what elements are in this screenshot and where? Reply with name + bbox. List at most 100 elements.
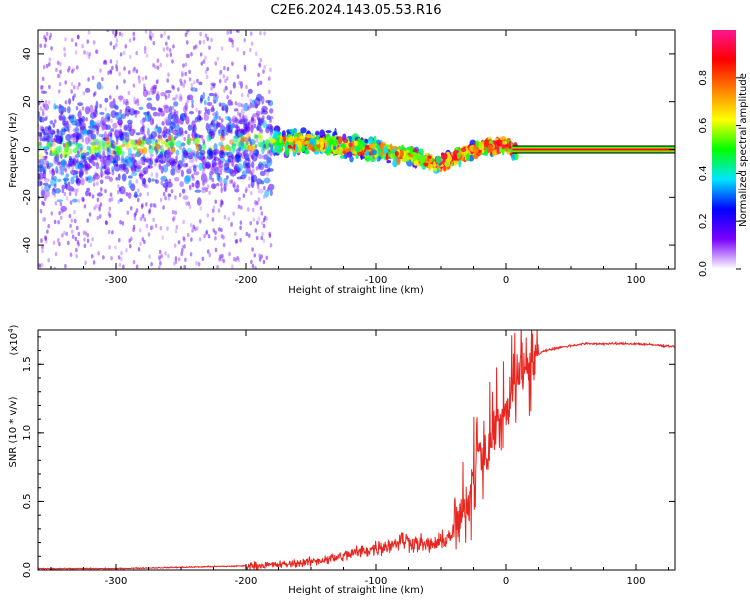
- heat-cell: [117, 190, 120, 195]
- heat-cell: [119, 109, 123, 114]
- heat-cell: [229, 139, 234, 145]
- heat-cell: [68, 114, 72, 119]
- heat-cell: [483, 139, 490, 147]
- heat-cell: [211, 177, 215, 183]
- heat-cell: [40, 262, 44, 267]
- heat-cell: [330, 144, 334, 151]
- heat-cell: [234, 101, 238, 106]
- heat-cell: [180, 169, 184, 177]
- heat-cell: [216, 56, 220, 62]
- heat-cell: [155, 124, 158, 129]
- heat-cell: [159, 197, 163, 203]
- heat-cell: [143, 217, 147, 222]
- heat-cell: [160, 254, 163, 259]
- heat-cell: [270, 138, 276, 144]
- heat-cell: [267, 187, 270, 192]
- heat-cell: [105, 125, 108, 131]
- heat-cell: [208, 92, 215, 97]
- heat-cell: [254, 103, 257, 108]
- heat-cell: [151, 33, 155, 38]
- heat-cell: [197, 110, 201, 115]
- heat-cell: [81, 152, 87, 160]
- heat-cell: [226, 175, 229, 180]
- heat-cell: [120, 160, 123, 165]
- heat-cell: [247, 88, 253, 94]
- heat-cell: [249, 170, 252, 175]
- heat-cell: [492, 149, 497, 157]
- heat-cell: [218, 227, 221, 232]
- heat-cell: [432, 167, 438, 172]
- heat-cell: [64, 168, 68, 173]
- heat-cell: [189, 186, 192, 191]
- heat-cell: [65, 196, 69, 201]
- heat-cell: [80, 178, 85, 186]
- heat-cell: [220, 186, 223, 194]
- heat-cell: [41, 200, 44, 206]
- heat-cell: [260, 211, 264, 216]
- heat-cell: [55, 67, 58, 73]
- y-tick-label: 1.0: [22, 425, 33, 441]
- heat-cell: [72, 139, 76, 145]
- heat-cell: [44, 194, 48, 200]
- heat-cell: [226, 130, 229, 136]
- heat-cell: [187, 95, 191, 101]
- heat-cell: [149, 30, 152, 35]
- heat-cell: [82, 230, 86, 235]
- heat-cell: [170, 159, 174, 164]
- heat-cell: [191, 103, 194, 109]
- heat-cell: [236, 111, 240, 116]
- heat-cell: [156, 58, 160, 63]
- heat-cell: [140, 119, 145, 125]
- heat-cell: [136, 98, 139, 103]
- heat-cell: [112, 144, 115, 149]
- heat-cell: [109, 69, 112, 74]
- heat-cell: [220, 227, 223, 233]
- heat-cell: [279, 138, 282, 144]
- heat-cell: [179, 120, 182, 125]
- heat-cell: [427, 158, 430, 162]
- heat-cell: [228, 124, 231, 130]
- heat-cell: [93, 147, 100, 152]
- heat-cell: [183, 79, 187, 84]
- heat-cell: [132, 147, 138, 151]
- heat-cell: [107, 157, 110, 162]
- heat-cell: [120, 32, 124, 38]
- heat-cell: [69, 252, 73, 257]
- heat-cell: [60, 127, 66, 136]
- heat-cell: [453, 153, 458, 161]
- heat-cell: [194, 116, 199, 123]
- heat-cell: [166, 53, 169, 58]
- heat-cell: [76, 65, 79, 70]
- heat-cell: [238, 132, 245, 139]
- heat-cell: [206, 108, 211, 116]
- heat-cell: [179, 78, 182, 83]
- heat-cell: [419, 155, 426, 164]
- heat-cell: [75, 254, 78, 259]
- heat-cell: [206, 213, 210, 218]
- heat-cell: [237, 102, 242, 108]
- heat-cell: [69, 223, 72, 229]
- heat-cell: [252, 168, 255, 173]
- heat-cell: [195, 137, 201, 145]
- heat-cell: [127, 147, 132, 156]
- heat-cell: [221, 106, 224, 112]
- heat-cell: [66, 120, 69, 129]
- heat-cell: [155, 93, 160, 101]
- heat-cell: [238, 196, 241, 202]
- heat-cell: [115, 146, 122, 156]
- heat-cell: [147, 164, 151, 169]
- heat-cell: [167, 72, 170, 77]
- heat-cell: [41, 85, 44, 90]
- figure-title: C2E6.2024.143.05.53.R16: [270, 3, 441, 18]
- colorbar: 0.0 0.2 0.4 0.6 0.8 Normalized spectral ampl…: [698, 30, 749, 277]
- heat-cell: [487, 144, 493, 153]
- heat-cell: [269, 118, 272, 123]
- heat-cell: [100, 85, 104, 90]
- plot2-y-scale: (x104): [7, 324, 20, 355]
- heat-cell: [205, 187, 209, 193]
- heat-cell: [203, 159, 207, 164]
- heat-cell: [205, 74, 209, 80]
- heat-cell: [191, 182, 194, 187]
- heat-cell: [70, 176, 75, 185]
- heat-cell: [61, 209, 64, 214]
